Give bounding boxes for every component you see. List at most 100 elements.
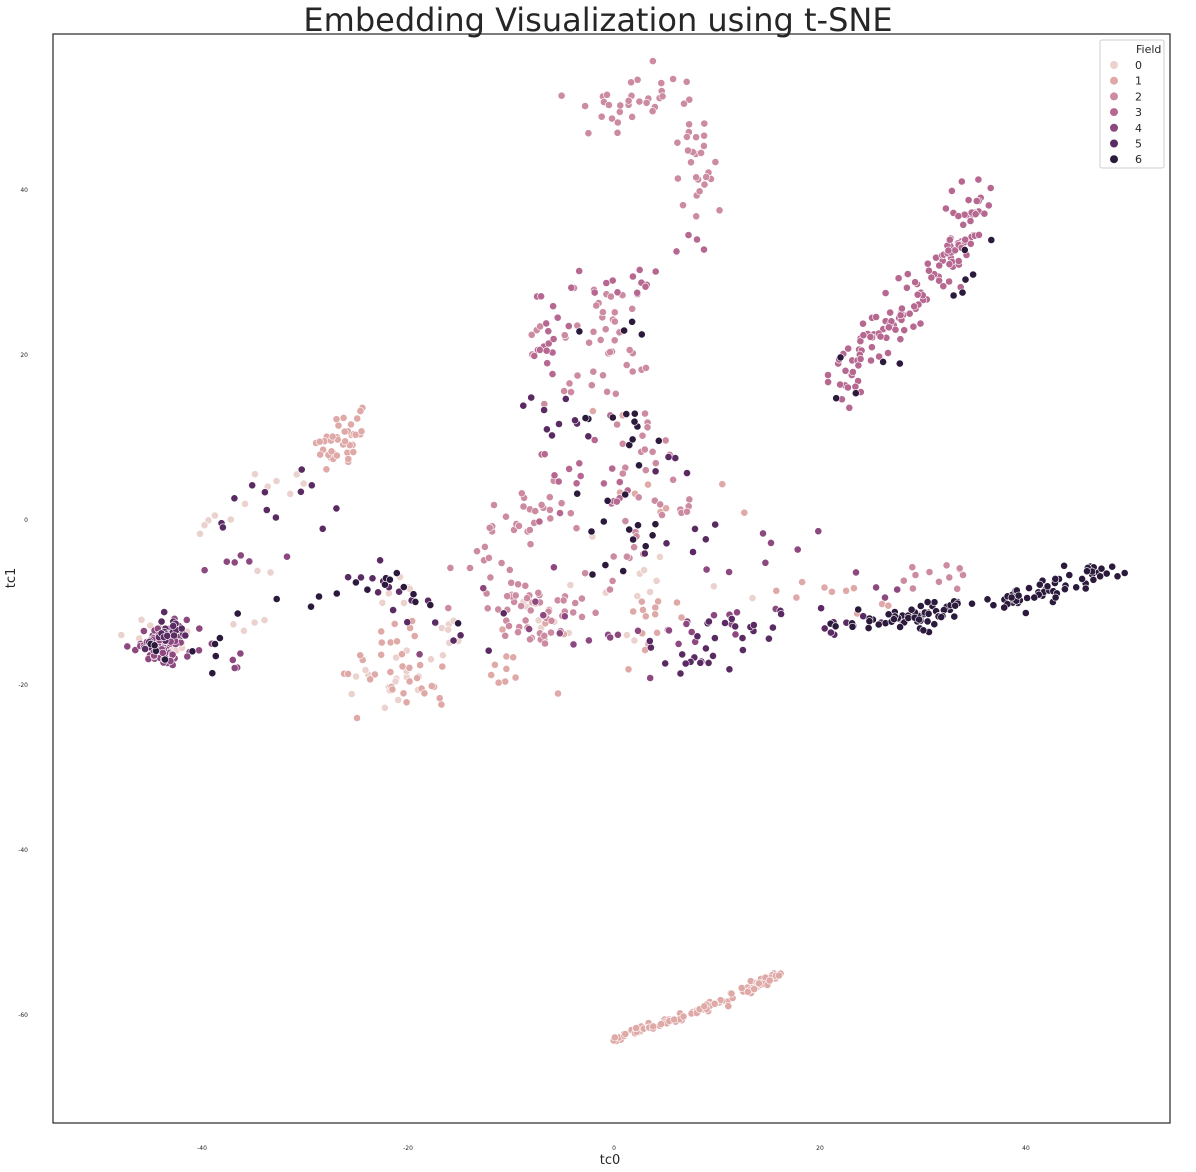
data-point — [262, 506, 271, 514]
legend-marker — [1110, 61, 1118, 69]
data-point — [680, 99, 688, 108]
data-point — [619, 567, 628, 575]
data-point — [613, 420, 621, 429]
data-point — [664, 453, 673, 461]
data-point — [640, 566, 648, 575]
data-point — [449, 636, 458, 645]
tick-labels: -40 -20 0 20 40 40 20 0 -20 -40 -60 — [18, 187, 1030, 1152]
data-point — [542, 319, 551, 328]
data-point — [727, 989, 736, 998]
data-point — [334, 421, 343, 430]
data-point — [628, 367, 637, 376]
data-point — [361, 666, 370, 674]
data-point — [831, 622, 840, 631]
data-point — [986, 184, 995, 192]
data-point — [613, 118, 622, 127]
data-point — [585, 636, 593, 645]
data-point — [549, 302, 557, 311]
data-point — [886, 308, 894, 317]
data-point — [536, 345, 544, 354]
data-point — [236, 551, 245, 560]
data-point — [139, 627, 148, 635]
data-point — [584, 432, 593, 441]
data-point — [547, 616, 556, 625]
data-point — [682, 620, 691, 628]
data-point — [848, 622, 857, 631]
data-point — [792, 593, 801, 602]
data-point — [416, 661, 424, 669]
data-point — [603, 387, 611, 396]
data-point — [718, 480, 727, 489]
data-point — [650, 496, 659, 505]
data-point — [356, 407, 365, 415]
data-point — [693, 235, 701, 244]
data-point — [557, 91, 566, 100]
data-point — [890, 615, 898, 624]
data-point — [315, 592, 323, 601]
data-point — [587, 381, 596, 390]
data-point — [296, 487, 305, 496]
data-point — [614, 630, 622, 639]
data-point — [515, 522, 523, 530]
data-point — [483, 604, 492, 613]
data-point — [427, 682, 436, 690]
data-point — [571, 599, 580, 607]
data-point — [299, 479, 308, 488]
data-point — [347, 420, 355, 429]
data-point — [679, 1012, 688, 1021]
data-point — [158, 648, 167, 657]
data-point — [852, 568, 860, 577]
data-point — [859, 319, 867, 328]
x-tick-label: 20 — [816, 1145, 824, 1152]
data-point — [589, 407, 597, 415]
data-point — [983, 595, 992, 604]
data-point — [646, 588, 654, 596]
data-point — [635, 97, 644, 106]
data-point — [930, 620, 939, 629]
data-point — [420, 689, 429, 698]
data-point — [851, 389, 860, 398]
data-point — [356, 651, 365, 660]
data-point — [633, 592, 642, 600]
data-point — [925, 266, 933, 275]
data-point — [514, 628, 522, 637]
data-point — [501, 631, 510, 640]
data-point — [376, 556, 384, 565]
data-point — [1043, 582, 1052, 591]
data-point — [629, 535, 637, 544]
data-point — [701, 535, 710, 544]
data-point — [584, 129, 593, 138]
data-point — [654, 436, 663, 445]
data-point — [909, 322, 918, 331]
data-point — [253, 567, 262, 575]
data-point — [332, 415, 341, 424]
data-point — [954, 212, 963, 220]
data-point — [576, 472, 585, 480]
data-point — [673, 598, 681, 607]
data-point — [966, 217, 975, 225]
data-point — [630, 543, 638, 552]
data-point — [885, 323, 893, 332]
data-point — [393, 637, 401, 646]
data-point — [905, 309, 914, 318]
data-point — [547, 628, 555, 637]
data-point — [1051, 593, 1060, 602]
data-point — [704, 659, 713, 667]
data-point — [942, 204, 950, 213]
data-point — [248, 481, 257, 490]
data-point — [685, 495, 694, 504]
data-point — [581, 414, 590, 422]
data-point — [534, 616, 543, 625]
y-tick-label: 0 — [24, 517, 28, 524]
data-point — [954, 257, 963, 265]
data-point — [676, 669, 685, 678]
data-point — [733, 608, 741, 617]
data-point — [761, 558, 770, 567]
data-point — [307, 602, 315, 611]
data-point — [968, 599, 976, 608]
data-point — [621, 1030, 630, 1038]
data-point — [521, 581, 530, 590]
data-point — [1089, 575, 1098, 584]
data-point — [599, 371, 607, 380]
data-point — [945, 260, 954, 269]
